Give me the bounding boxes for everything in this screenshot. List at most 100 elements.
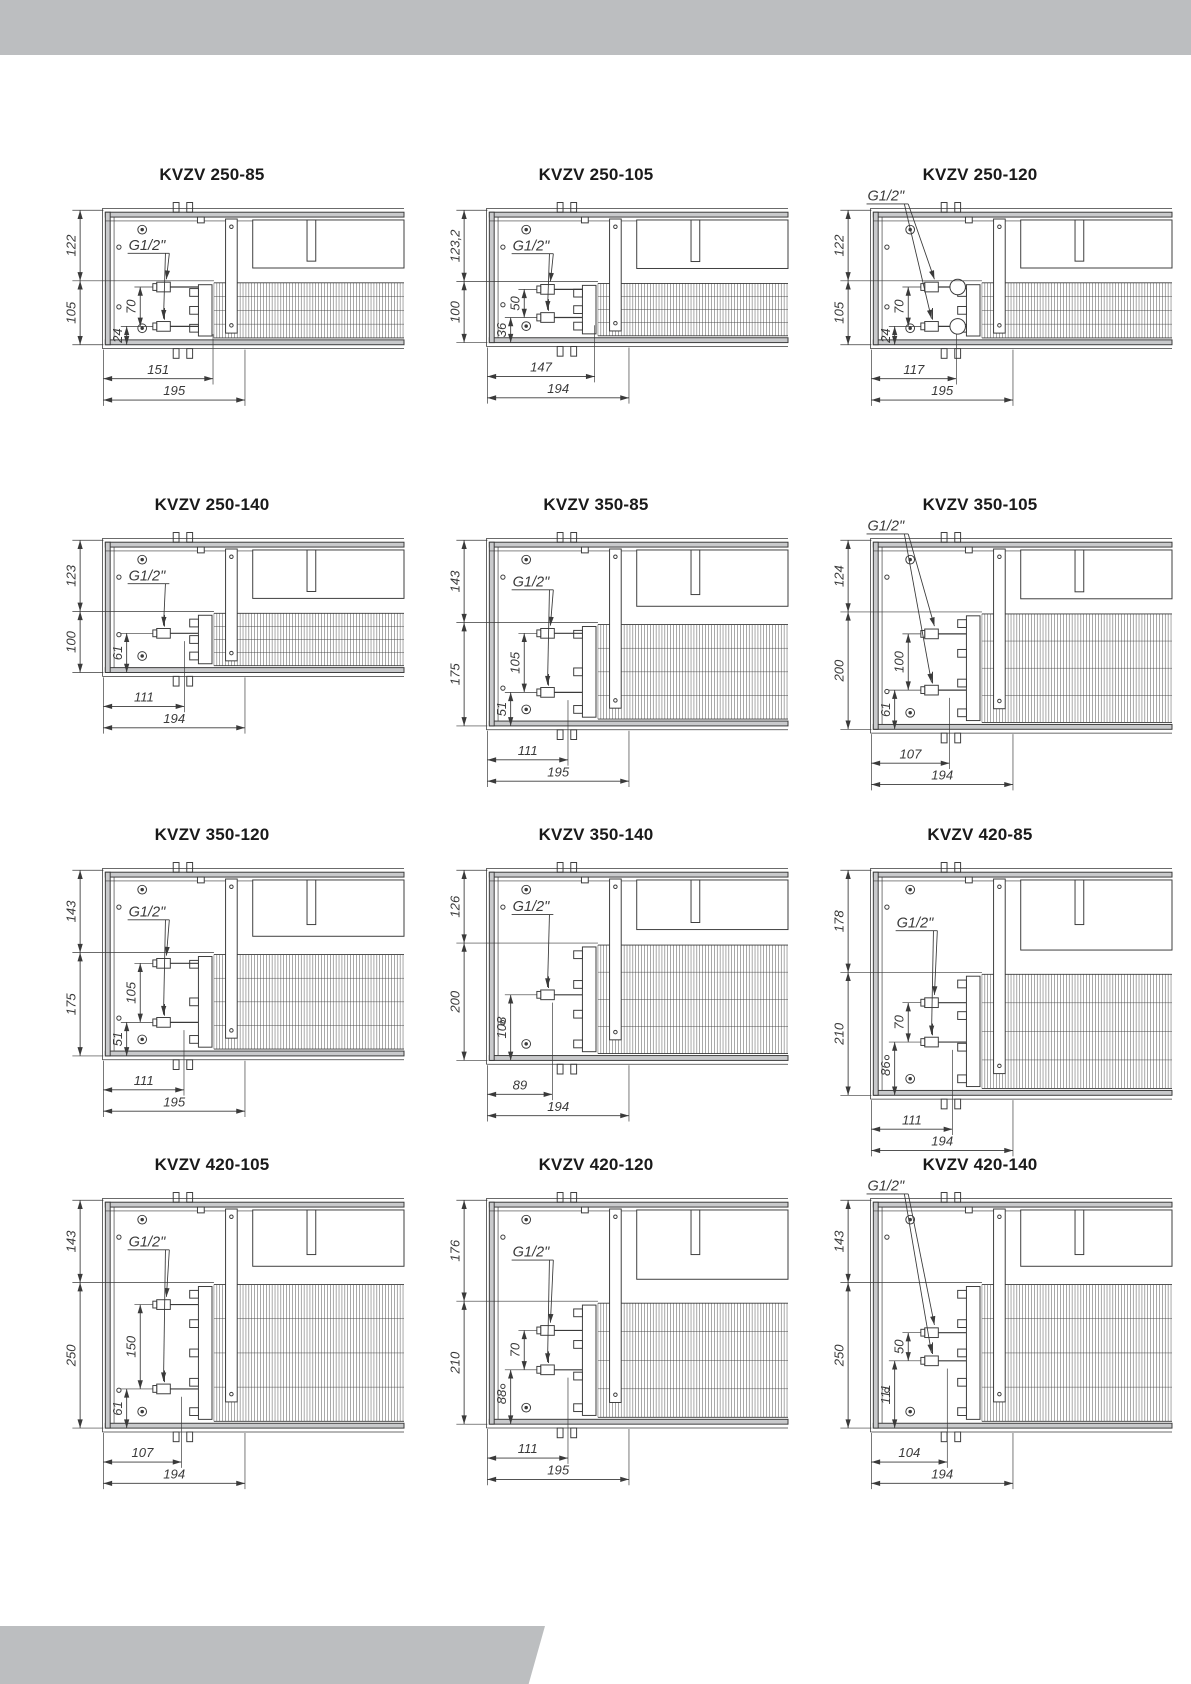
- drawing-title: KVZV 350-85: [543, 495, 649, 514]
- dimension-lines: 143 175 105 51 111 195: [63, 869, 246, 1118]
- svg-text:100: 100: [63, 630, 78, 653]
- svg-text:G1/2": G1/2": [129, 238, 167, 254]
- heat-exchanger: [573, 624, 788, 720]
- dimension-lines: 122 105 70 24 151 195: [63, 209, 246, 406]
- g-thread-label: G1/2": [127, 1234, 170, 1382]
- drawing-title: KVZV 420-85: [927, 825, 1033, 844]
- svg-text:G1/2": G1/2": [897, 915, 935, 931]
- svg-text:G1/2": G1/2": [868, 1179, 906, 1195]
- g-thread-label: G1/2": [511, 574, 554, 685]
- drawing-title: KVZV 250-105: [538, 165, 654, 184]
- svg-text:100: 100: [891, 650, 906, 673]
- heat-exchanger: [189, 282, 404, 339]
- svg-text:24: 24: [878, 328, 893, 344]
- svg-text:195: 195: [163, 383, 186, 398]
- unit-frame: [870, 202, 1173, 359]
- svg-text:61: 61: [878, 702, 893, 717]
- technical-drawing: G1/2" 143 175 105 51 111 195: [447, 532, 789, 788]
- unit-frame: [486, 532, 789, 740]
- svg-text:105: 105: [123, 981, 138, 1004]
- heat-exchanger: [189, 612, 404, 667]
- svg-text:G1/2": G1/2": [868, 189, 906, 205]
- mounting-bracket: [225, 878, 405, 1039]
- svg-text:147: 147: [530, 360, 553, 375]
- svg-text:51: 51: [494, 702, 509, 717]
- heat-exchanger: [957, 973, 1172, 1089]
- drawing-content: G1/2" 124 200 100 61 107 194: [831, 519, 1173, 791]
- g-thread-label: G1/2": [866, 189, 935, 319]
- mounting-bracket: [609, 548, 789, 709]
- svg-text:105: 105: [63, 301, 78, 324]
- svg-text:126: 126: [447, 895, 462, 918]
- g-thread-label: G1/2": [127, 568, 170, 626]
- svg-text:194: 194: [547, 1099, 569, 1114]
- svg-text:123: 123: [63, 564, 78, 587]
- svg-text:123,2: 123,2: [447, 229, 462, 262]
- drawing-cell: KVZV 420-85 G1/2" 178 210 70 86 111 194: [788, 823, 1173, 1157]
- mounting-bracket: [993, 878, 1173, 1075]
- drawing-cell: KVZV 250-105 G1/2" 123,2 100 50 36 147 194: [404, 163, 789, 493]
- svg-text:178: 178: [831, 910, 846, 933]
- svg-text:143: 143: [63, 1230, 78, 1253]
- technical-drawing: G1/2" 178 210 70 86 111 194: [831, 862, 1173, 1157]
- svg-text:70: 70: [507, 1342, 522, 1357]
- g-thread-label: G1/2": [895, 915, 938, 1035]
- svg-text:250: 250: [831, 1344, 846, 1368]
- mounting-bracket: [225, 548, 405, 662]
- svg-text:70: 70: [123, 299, 138, 314]
- mounting-bracket: [225, 1208, 405, 1403]
- drawing-title: KVZV 350-140: [538, 825, 654, 844]
- svg-text:111: 111: [134, 1073, 154, 1088]
- svg-text:194: 194: [163, 1467, 185, 1482]
- dimension-lines: 143 250 50 111 104 194: [831, 1199, 1014, 1490]
- drawing-content: G1/2" 178 210 70 86 111 194: [831, 862, 1173, 1157]
- heat-exchanger: [189, 954, 404, 1050]
- drawing-content: G1/2" 123,2 100 50 36 147 194: [447, 202, 789, 404]
- mounting-bracket: [609, 218, 789, 332]
- page-footer-bar: [0, 1626, 545, 1684]
- svg-text:104: 104: [898, 1445, 920, 1460]
- technical-drawing: G1/2" 143 175 105 51 111 195: [63, 862, 405, 1118]
- heat-exchanger: [957, 282, 1172, 339]
- technical-drawing: G1/2" 124 200 100 61 107 194: [831, 519, 1173, 791]
- svg-text:122: 122: [831, 234, 846, 257]
- svg-text:24: 24: [110, 328, 125, 344]
- drawing-cell: KVZV 350-105 G1/2" 124 200 100 61 107 194: [788, 493, 1173, 823]
- svg-text:50: 50: [891, 1339, 906, 1354]
- dimension-lines: 126 200 108 89 194: [447, 869, 630, 1122]
- page-header-bar: [0, 0, 1191, 55]
- valve-assembly: [536, 1325, 583, 1376]
- dimension-lines: 178 210 70 86 111 194: [831, 869, 1014, 1157]
- valve-assembly: [536, 627, 583, 698]
- heat-exchanger: [573, 283, 788, 337]
- valve-assembly: [152, 281, 199, 332]
- g-thread-label: G1/2": [511, 238, 554, 310]
- svg-text:70: 70: [891, 299, 906, 314]
- dimension-lines: 123 100 61 111 194: [63, 539, 246, 734]
- unit-frame: [102, 202, 405, 359]
- svg-text:61: 61: [110, 646, 125, 661]
- unit-frame: [870, 532, 1173, 744]
- svg-text:194: 194: [931, 768, 953, 783]
- technical-drawing: G1/2" 123,2 100 50 36 147 194: [447, 202, 789, 404]
- g-thread-label: G1/2": [511, 899, 554, 988]
- mounting-bracket: [993, 548, 1173, 710]
- svg-text:G1/2": G1/2": [129, 904, 167, 920]
- dimension-lines: 143 250 150 61 107 194: [63, 1199, 246, 1490]
- svg-text:105: 105: [507, 651, 522, 674]
- heat-exchanger: [957, 1284, 1172, 1422]
- valve-assembly: [920, 1327, 967, 1367]
- svg-text:G1/2": G1/2": [129, 568, 167, 584]
- svg-text:86: 86: [878, 1061, 893, 1076]
- drawing-title: KVZV 350-120: [154, 825, 270, 844]
- svg-text:111: 111: [902, 1112, 922, 1127]
- mounting-bracket: [993, 218, 1173, 334]
- technical-drawing: G1/2" 122 105 70 24 117 195: [831, 189, 1173, 406]
- mounting-bracket: [609, 878, 789, 1041]
- drawing-content: G1/2" 126 200 108 89 194: [447, 862, 789, 1122]
- svg-text:111: 111: [518, 743, 538, 758]
- svg-text:70: 70: [891, 1014, 906, 1029]
- dimension-lines: 176 210 70 88 111 195: [447, 1199, 630, 1486]
- unit-frame: [486, 862, 789, 1075]
- svg-text:61: 61: [110, 1401, 125, 1416]
